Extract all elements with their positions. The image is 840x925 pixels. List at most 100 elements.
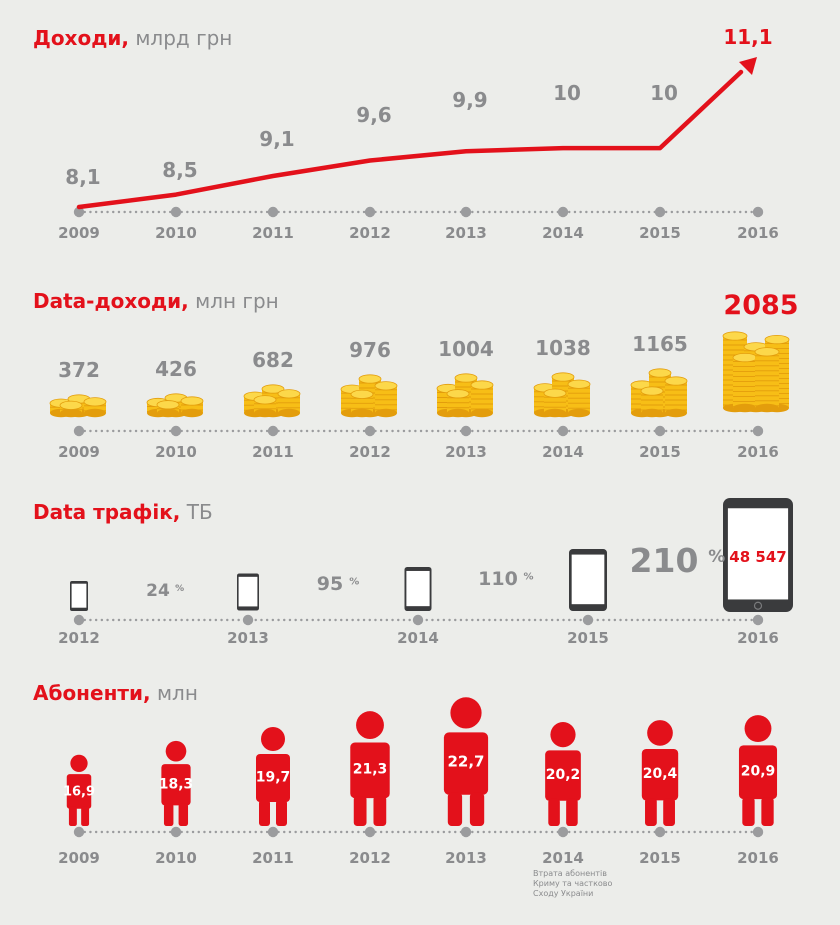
traffic-year-label: 2012 — [58, 629, 100, 647]
data-revenue-value-label: 682 — [252, 348, 294, 372]
coin-bottom — [755, 403, 779, 413]
subscribers-year-label: 2012 — [349, 849, 391, 867]
person-icon — [443, 697, 489, 826]
coin-bottom — [641, 408, 663, 418]
data-revenue-section-title: Data-доходи, млн грн — [33, 289, 279, 313]
data-revenue-value-label: 372 — [58, 358, 100, 382]
revenue-series-line — [76, 69, 744, 210]
traffic-final-value-label: 48 547 — [729, 548, 786, 566]
traffic-year-label: 2014 — [397, 629, 439, 647]
device-screen — [71, 583, 87, 608]
coin-column — [84, 401, 106, 413]
coin-top — [83, 397, 107, 407]
subscribers-year-label: 2010 — [155, 849, 197, 867]
person-leg-left — [68, 806, 77, 826]
person-head — [450, 697, 482, 729]
person-icon — [66, 754, 92, 826]
traffic-growth-unit: % — [349, 576, 359, 587]
coin-column — [733, 357, 757, 408]
coin-top — [59, 400, 83, 410]
coin-top — [180, 396, 204, 406]
coin-stack-icon — [722, 331, 790, 413]
data-revenue-value-label: 1038 — [535, 336, 591, 360]
revenue-axis-dot — [267, 206, 279, 218]
coin-stack-icon — [243, 384, 301, 418]
data-revenue-axis-dot — [170, 425, 182, 437]
data-revenue-year-label: 2012 — [349, 443, 391, 461]
traffic-growth-label: 210 — [630, 541, 699, 580]
revenue-axis-dot — [460, 206, 472, 218]
smartphone-icon — [404, 567, 432, 611]
subscribers-axis-dot — [364, 826, 376, 838]
subscribers-value-label: 20,9 — [741, 764, 776, 780]
coin-bottom — [544, 408, 566, 418]
person-icon — [256, 727, 290, 826]
revenue-axis-dot — [557, 206, 569, 218]
coin-stack-icon — [146, 393, 204, 418]
data-revenue-unit: млн грн — [195, 289, 279, 313]
data-revenue-title: Data-доходи, — [33, 289, 189, 313]
coin-top — [722, 331, 748, 341]
coin-bottom — [568, 408, 590, 418]
coin-top — [253, 395, 277, 405]
data-revenue-year-label: 2009 — [58, 443, 100, 461]
data-revenue-axis-dot — [267, 425, 279, 437]
subscribers-section-title: Абоненти, млн — [33, 681, 198, 705]
coin-bottom — [181, 408, 203, 418]
traffic-axis-dot — [242, 614, 254, 626]
coin-column — [641, 391, 663, 413]
revenue-axis-dot — [654, 206, 666, 218]
person-leg-right — [566, 798, 578, 826]
traffic-axis-dot — [582, 614, 594, 626]
traffic-year-label: 2015 — [567, 629, 609, 647]
revenue-axis-dot — [73, 206, 85, 218]
revenue-year-label: 2009 — [58, 224, 100, 242]
coin-bottom — [733, 403, 757, 413]
traffic-axis-dot — [412, 614, 424, 626]
person-body — [66, 774, 92, 809]
subscribers-year-label: 2014 — [542, 849, 584, 867]
subscribers-year-label: 2015 — [639, 849, 681, 867]
revenue-year-label: 2013 — [445, 224, 487, 242]
coin-top — [754, 347, 780, 357]
person-leg-right — [373, 796, 387, 826]
coin-top — [567, 379, 591, 389]
person-head — [356, 711, 384, 740]
revenue-axis-dot — [752, 206, 764, 218]
subscribers-axis-dot — [752, 826, 764, 838]
coin-bottom — [447, 408, 469, 418]
subscribers-annotation-line: Сходу України — [533, 889, 593, 898]
coin-top — [454, 373, 478, 383]
coin-stack-icon — [533, 372, 591, 418]
person-body — [350, 742, 390, 799]
smartphone-icon — [70, 581, 88, 611]
person-leg-left — [259, 800, 270, 826]
traffic-growth-unit: % — [175, 584, 184, 594]
data-revenue-value-label: 1165 — [632, 332, 688, 356]
subscribers-axis-dot — [460, 826, 472, 838]
coin-top — [648, 368, 672, 378]
data-revenue-year-label: 2016 — [737, 443, 779, 461]
data-revenue-axis-dot — [460, 425, 472, 437]
coin-top — [640, 386, 664, 396]
coin-column — [544, 393, 566, 413]
revenue-section-title: Доходи, млрд грн — [33, 26, 232, 50]
person-head — [744, 715, 772, 742]
subscribers-value-label: 22,7 — [447, 752, 484, 770]
device-screen — [406, 570, 430, 607]
subscribers-title: Абоненти, — [33, 681, 151, 705]
revenue-arrow-head-icon — [739, 57, 757, 75]
revenue-value-label: 8,1 — [65, 165, 100, 189]
person-leg-left — [447, 792, 463, 826]
person-leg-left — [163, 803, 174, 826]
traffic-title: Data трафік, — [33, 500, 181, 524]
data-revenue-year-label: 2015 — [639, 443, 681, 461]
coin-top — [470, 380, 494, 390]
subscribers-value-label: 20,2 — [546, 767, 581, 783]
person-icon — [545, 722, 581, 826]
coin-stack-icon — [340, 374, 398, 418]
revenue-unit: млрд грн — [135, 26, 233, 50]
revenue-year-label: 2016 — [737, 224, 779, 242]
revenue-value-label: 8,5 — [162, 158, 197, 182]
